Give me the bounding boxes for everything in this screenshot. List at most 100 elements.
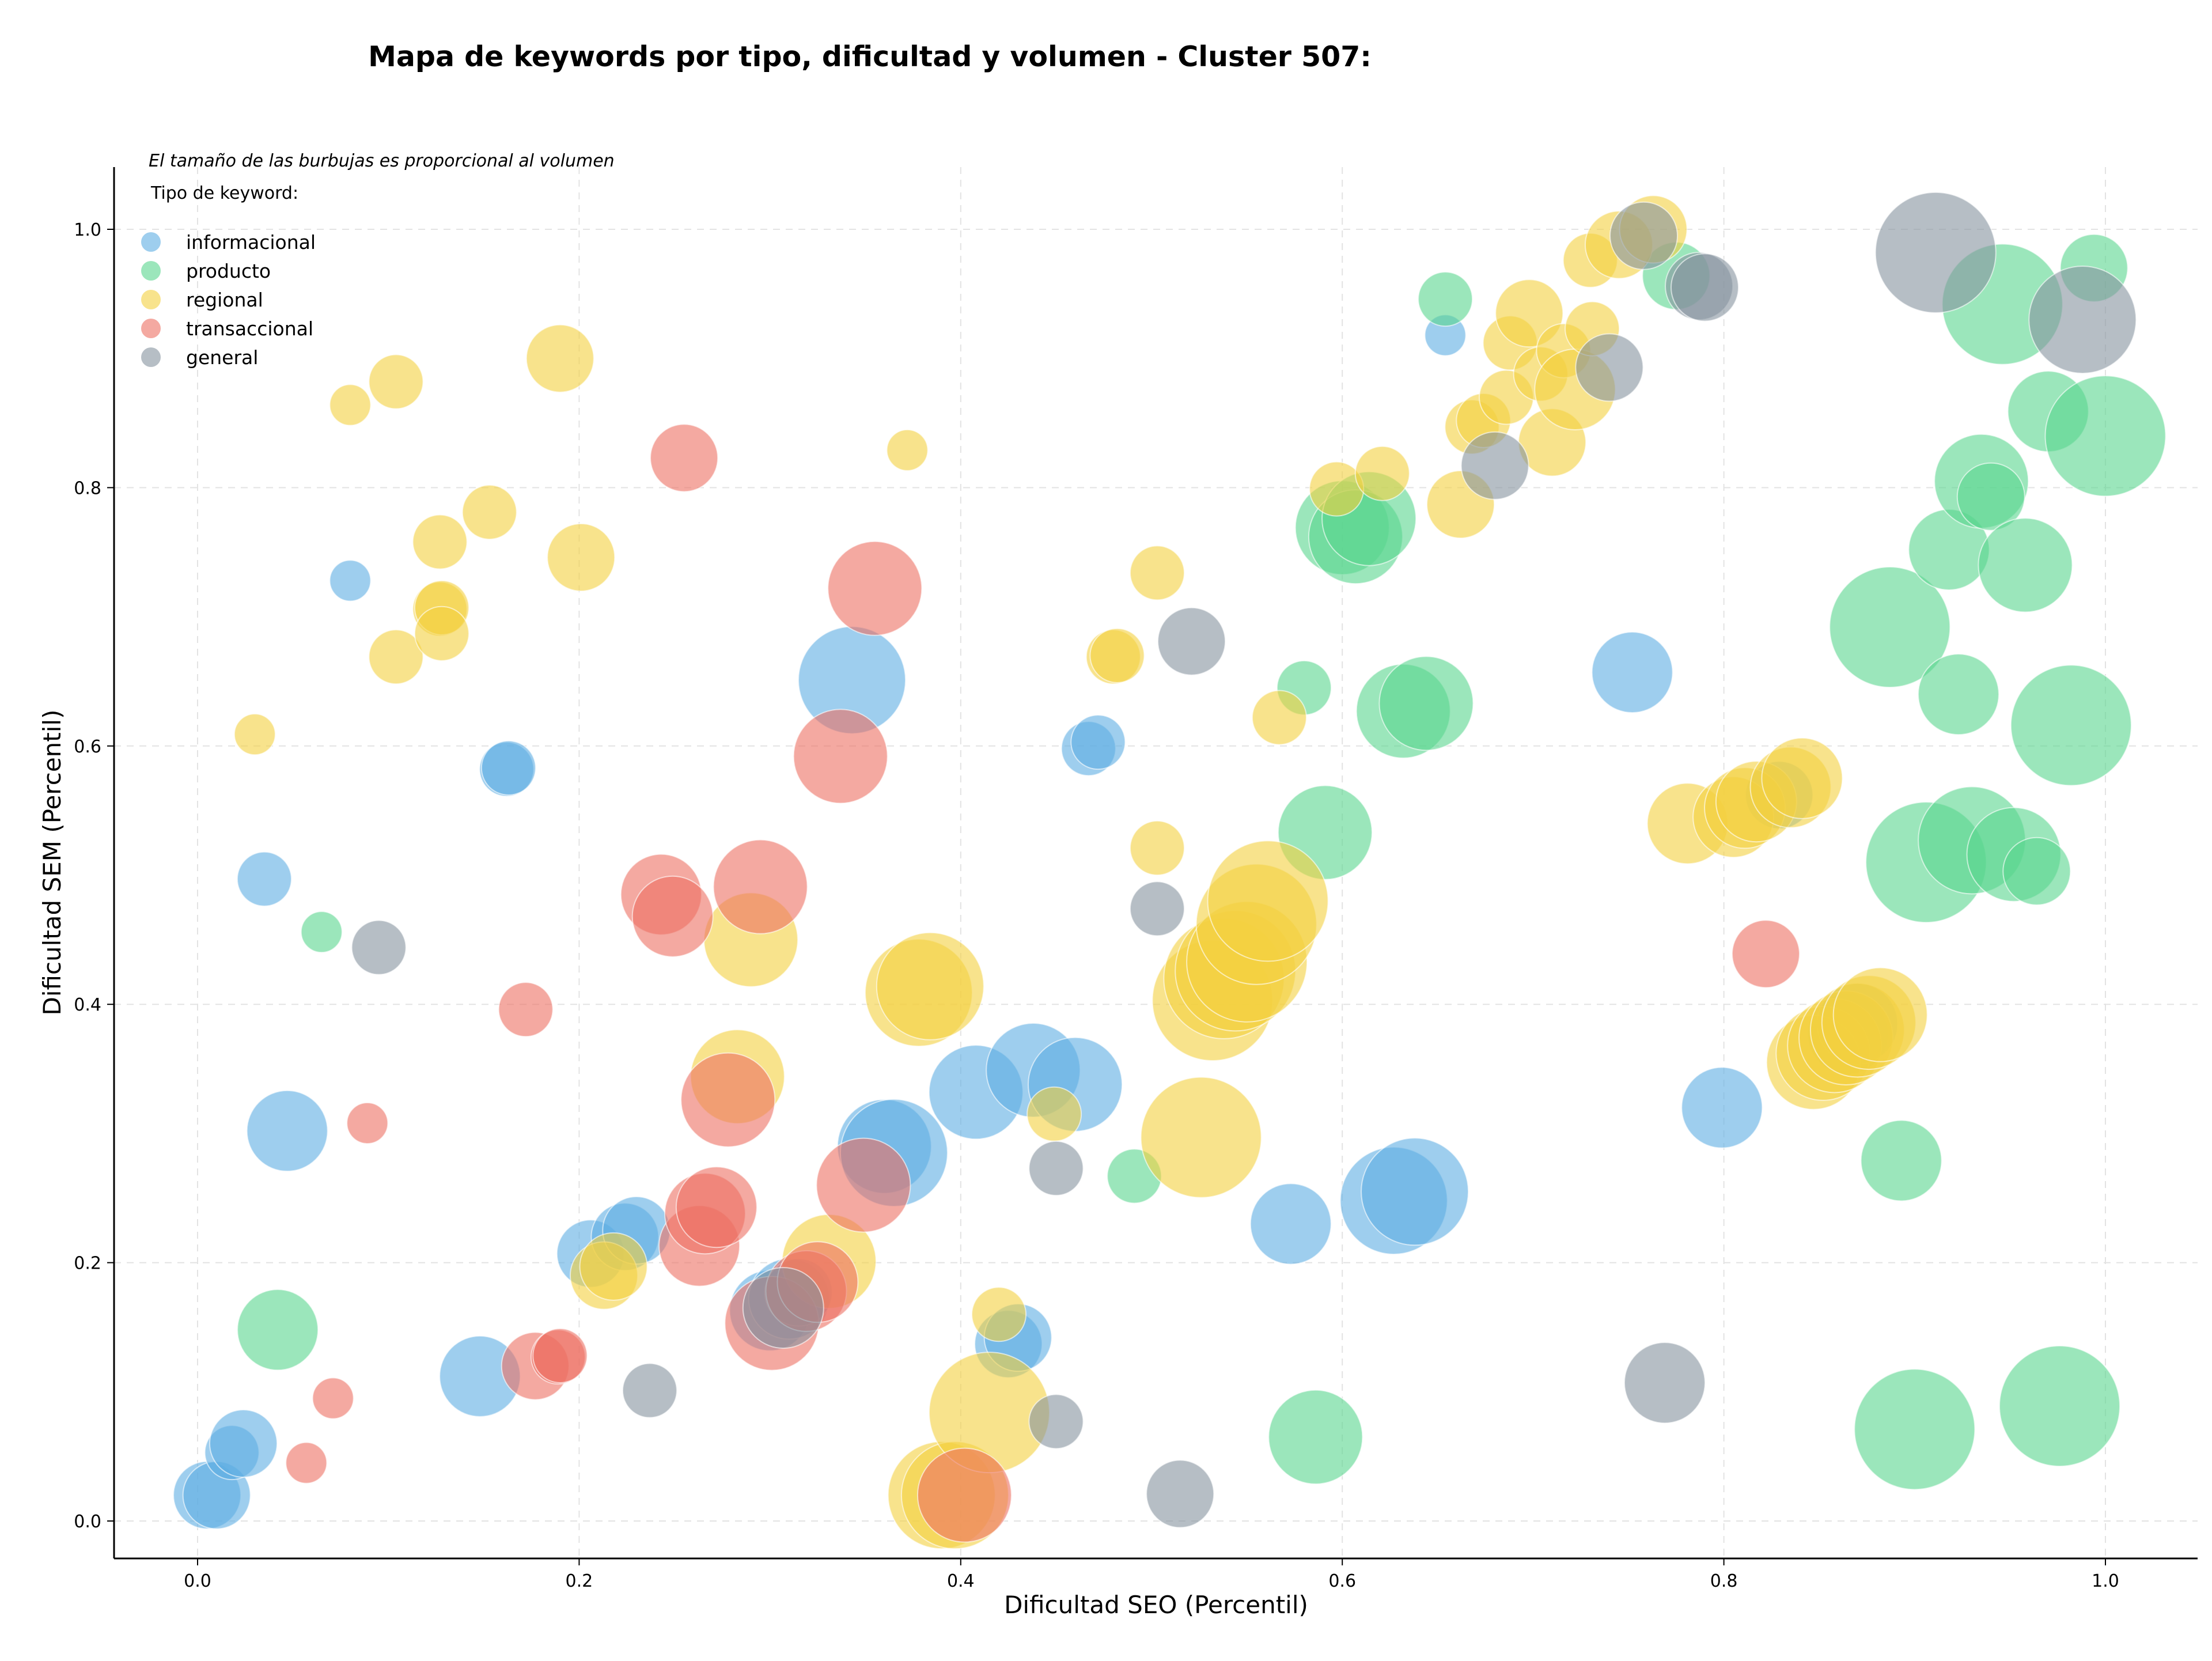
bubble-transaccional-18	[793, 709, 888, 804]
bubble-general-0	[351, 920, 407, 975]
legend: informacional producto regional transaccion…	[141, 231, 316, 369]
legend-label-general: general	[186, 346, 258, 369]
bubble-regional-26	[1129, 545, 1185, 601]
bubble-regional-34	[1207, 840, 1329, 962]
bubble-regional-10	[547, 523, 616, 592]
bubble-informacional-3	[209, 1409, 278, 1478]
x-tick-label-0: 0.0	[184, 1571, 211, 1591]
bubble-general-14	[1874, 191, 1997, 313]
bubble-producto-1	[300, 911, 343, 954]
bubble-regional-3	[368, 629, 424, 685]
bubble-regional-64	[1832, 967, 1928, 1062]
bubble-general-15	[2028, 265, 2137, 374]
bubble-producto-25	[2002, 837, 2071, 906]
bubble-transaccional-0	[285, 1441, 328, 1484]
legend-marker-general	[141, 347, 161, 367]
bubble-transaccional-12	[675, 1166, 757, 1248]
bubble-transaccional-22	[1731, 920, 1800, 989]
bubble-regional-2	[368, 354, 424, 410]
legend-marker-informacional	[141, 232, 161, 252]
bubble-general-6	[1146, 1459, 1215, 1528]
x-tick-label-1: 0.2	[566, 1571, 593, 1591]
y-tick-label-2: 0.4	[74, 995, 101, 1015]
y-tick-label-1: 0.2	[74, 1254, 101, 1274]
legend-label-transaccional: transaccional	[186, 317, 313, 340]
bubble-general-10	[1609, 201, 1678, 270]
bubble-regional-12	[579, 1232, 648, 1301]
legend-label-informacional: informacional	[186, 231, 316, 253]
bubble-producto-24	[1978, 517, 2073, 613]
bubble-regional-28	[1140, 1076, 1262, 1198]
bubble-producto-10	[1378, 656, 1474, 751]
bubble-producto-0	[237, 1289, 319, 1371]
bubble-general-9	[1575, 333, 1644, 402]
chart-title: Mapa de keywords por tipo, dificultad y …	[368, 40, 1372, 73]
bubble-transaccional-21	[916, 1447, 1012, 1543]
bubble-regional-22	[971, 1287, 1027, 1342]
bubble-regional-35	[1251, 690, 1307, 746]
y-tick-label-4: 0.8	[74, 478, 101, 498]
legend-marker-regional	[141, 290, 161, 309]
bubble-informacional-4	[236, 851, 292, 907]
bubble-regional-57	[1761, 737, 1843, 819]
bubble-informacional-26	[1249, 1183, 1332, 1265]
bubble-transaccional-3	[498, 982, 554, 1038]
bubble-transaccional-14	[713, 839, 808, 934]
y-axis-label: Dificultad SEM (Percentil)	[38, 710, 66, 1016]
bubble-informacional-30	[1591, 631, 1673, 714]
bubble-informacional-31	[1681, 1066, 1763, 1149]
bubble-producto-21	[1956, 462, 2025, 531]
bubble-informacional-28	[1361, 1137, 1469, 1246]
bubble-producto-18	[1917, 653, 1999, 736]
x-ticks: 0.0 0.2 0.4 0.6 0.8 1.0	[184, 1558, 2119, 1591]
x-axis-label: Dificultad SEO (Percentil)	[1004, 1591, 1308, 1619]
bubble-informacional-25	[1070, 714, 1126, 770]
bubble-regional-1	[329, 384, 372, 426]
bubble-general-13	[1670, 253, 1739, 322]
legend-title: Tipo de keyword:	[150, 183, 298, 203]
bubble-producto-15	[1854, 1368, 1976, 1490]
bubble-regional-18	[876, 932, 984, 1041]
bubble-producto-14	[1860, 1119, 1942, 1202]
x-tick-label-2: 0.4	[947, 1571, 975, 1591]
bubble-general-3	[1028, 1394, 1084, 1450]
grid-lines	[114, 167, 2198, 1558]
legend-label-producto: producto	[186, 260, 271, 282]
bubble-producto-27	[1999, 1345, 2121, 1467]
y-tick-label-5: 1.0	[74, 220, 101, 240]
y-tick-label-3: 0.6	[74, 737, 101, 757]
bubble-regional-23	[1027, 1086, 1082, 1142]
legend-item-informacional: informacional	[141, 231, 316, 253]
legend-item-producto: producto	[141, 260, 271, 282]
bubble-general-7	[1157, 607, 1226, 676]
bubble-transaccional-20	[827, 540, 923, 636]
legend-item-regional: regional	[141, 289, 263, 311]
bubble-transaccional-2	[346, 1102, 389, 1144]
legend-item-transaccional: transaccional	[141, 317, 313, 340]
bubble-transaccional-9	[650, 423, 719, 493]
bubble-regional-25	[1089, 627, 1145, 683]
bubble-size-note: El tamaño de las burbujas es proporciona…	[149, 151, 615, 171]
bubble-transaccional-13	[680, 1052, 776, 1148]
bubble-producto-28	[2010, 664, 2132, 786]
bubble-general-8	[1460, 431, 1529, 500]
bubble-informacional-5	[246, 1089, 328, 1172]
bubble-layer	[173, 191, 2166, 1550]
y-ticks: 0.0 0.2 0.4 0.6 0.8 1.0	[74, 220, 114, 1532]
bubble-regional-7	[414, 606, 469, 661]
bubble-producto-4	[1268, 1389, 1363, 1485]
bubble-general-11	[1623, 1342, 1706, 1424]
bubble-general-5	[1129, 881, 1185, 937]
x-tick-label-4: 0.8	[1710, 1571, 1738, 1591]
bubble-transaccional-1	[312, 1377, 354, 1420]
bubble-producto-11	[1418, 271, 1474, 327]
legend-marker-producto	[141, 261, 161, 281]
bubble-informacional-6	[329, 559, 372, 602]
bubble-transaccional-6	[532, 1328, 588, 1384]
x-tick-label-3: 0.6	[1328, 1571, 1356, 1591]
bubble-producto-13	[1829, 566, 1951, 688]
x-tick-label-5: 1.0	[2092, 1571, 2119, 1591]
bubble-regional-4	[412, 514, 468, 570]
